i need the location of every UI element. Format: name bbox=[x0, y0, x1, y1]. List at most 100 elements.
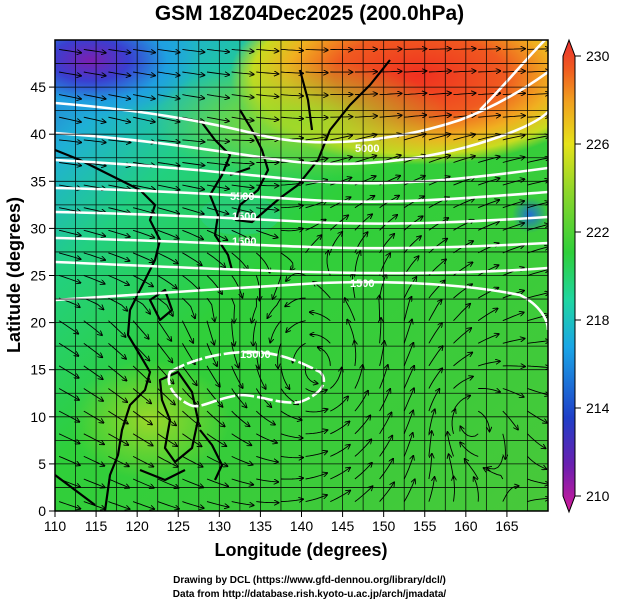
streamline bbox=[330, 491, 350, 503]
streamline bbox=[255, 252, 269, 273]
y-axis-ticks: 0 5 10 15 20 25 30 35 40 45 bbox=[30, 79, 55, 519]
streamline bbox=[379, 482, 395, 502]
streamline bbox=[428, 431, 432, 457]
y-tick-label: 20 bbox=[30, 315, 46, 331]
streamline bbox=[353, 273, 356, 299]
streamline bbox=[83, 342, 103, 357]
streamline bbox=[231, 229, 252, 240]
streamline bbox=[428, 115, 451, 117]
streamline bbox=[330, 468, 350, 480]
streamline bbox=[157, 478, 179, 488]
streamline bbox=[379, 412, 392, 435]
streamline bbox=[527, 388, 548, 396]
streamline bbox=[206, 49, 229, 52]
streamline bbox=[256, 49, 278, 51]
y-tick-label: 35 bbox=[30, 173, 46, 189]
x-axis-ticks: 110 115 120 125 130 135 140 145 150 155 160 165 bbox=[44, 511, 519, 534]
streamline bbox=[83, 320, 102, 336]
streamline bbox=[108, 48, 130, 52]
streamline bbox=[256, 139, 278, 140]
streamline bbox=[305, 473, 328, 480]
streamline bbox=[527, 293, 548, 299]
streamline bbox=[379, 253, 391, 276]
streamline bbox=[428, 134, 451, 141]
streamline bbox=[182, 501, 203, 509]
streamline bbox=[132, 455, 153, 466]
streamline bbox=[182, 388, 198, 406]
streamline bbox=[83, 252, 105, 260]
streamline bbox=[318, 347, 331, 366]
streamline bbox=[206, 388, 223, 407]
streamline bbox=[354, 486, 373, 502]
contour-label-group: 5000 5500 1500 1500 1500 15000 bbox=[230, 143, 379, 361]
streamline bbox=[232, 320, 235, 346]
streamline bbox=[293, 342, 306, 362]
streamline bbox=[157, 140, 180, 142]
streamline bbox=[403, 343, 413, 367]
streamline bbox=[133, 71, 155, 76]
streamline bbox=[403, 456, 413, 480]
streamline bbox=[502, 388, 524, 398]
streamline bbox=[286, 272, 306, 281]
streamline bbox=[132, 297, 150, 314]
streamline bbox=[330, 396, 348, 412]
streamline bbox=[132, 229, 154, 237]
streamline bbox=[182, 365, 196, 385]
streamline bbox=[256, 117, 278, 120]
streamline bbox=[453, 134, 476, 141]
y-tick-label: 45 bbox=[30, 79, 46, 95]
streamline bbox=[206, 252, 225, 268]
streamline bbox=[280, 478, 303, 479]
streamline bbox=[404, 115, 426, 117]
streamline bbox=[354, 116, 377, 117]
streamline bbox=[182, 297, 195, 318]
streamline bbox=[379, 459, 394, 480]
streamline bbox=[182, 71, 204, 75]
streamline bbox=[206, 297, 215, 321]
x-axis-title: Longitude (degrees) bbox=[214, 540, 387, 560]
streamline bbox=[182, 478, 203, 487]
streamline bbox=[157, 365, 174, 384]
streamline bbox=[379, 234, 395, 254]
colorbar-tick-label: 214 bbox=[586, 400, 610, 416]
streamline bbox=[428, 477, 435, 502]
streamline bbox=[83, 388, 103, 402]
streamline bbox=[454, 476, 455, 502]
y-tick-label: 5 bbox=[38, 456, 46, 472]
streamline bbox=[502, 486, 519, 502]
streamline bbox=[157, 410, 176, 425]
streamline bbox=[231, 252, 248, 270]
streamline bbox=[354, 341, 355, 366]
streamline bbox=[502, 245, 524, 254]
streamline bbox=[231, 388, 247, 408]
streamline bbox=[280, 499, 303, 501]
streamline bbox=[83, 116, 106, 122]
streamline bbox=[231, 49, 254, 51]
streamline bbox=[487, 456, 504, 469]
streamline bbox=[527, 366, 548, 368]
streamline bbox=[329, 368, 341, 389]
streamline bbox=[428, 93, 451, 95]
streamline bbox=[132, 410, 152, 424]
streamline bbox=[157, 184, 180, 190]
streamline bbox=[157, 275, 177, 289]
streamline bbox=[206, 410, 225, 426]
streamline bbox=[428, 323, 442, 344]
streamline bbox=[108, 365, 126, 381]
streamline bbox=[280, 117, 303, 119]
streamline bbox=[182, 140, 204, 142]
streamline bbox=[404, 134, 426, 141]
streamline bbox=[181, 320, 193, 343]
streamline bbox=[58, 501, 80, 509]
streamline bbox=[527, 180, 548, 186]
streamline bbox=[502, 366, 525, 367]
streamline bbox=[206, 501, 229, 507]
streamline bbox=[478, 387, 500, 392]
streamline bbox=[206, 478, 228, 486]
streamline bbox=[453, 377, 473, 389]
streamline bbox=[206, 94, 229, 98]
streamline bbox=[330, 135, 352, 141]
streamline bbox=[132, 433, 153, 446]
streamline bbox=[502, 49, 525, 50]
colorbar-tick-label: 218 bbox=[586, 312, 610, 328]
